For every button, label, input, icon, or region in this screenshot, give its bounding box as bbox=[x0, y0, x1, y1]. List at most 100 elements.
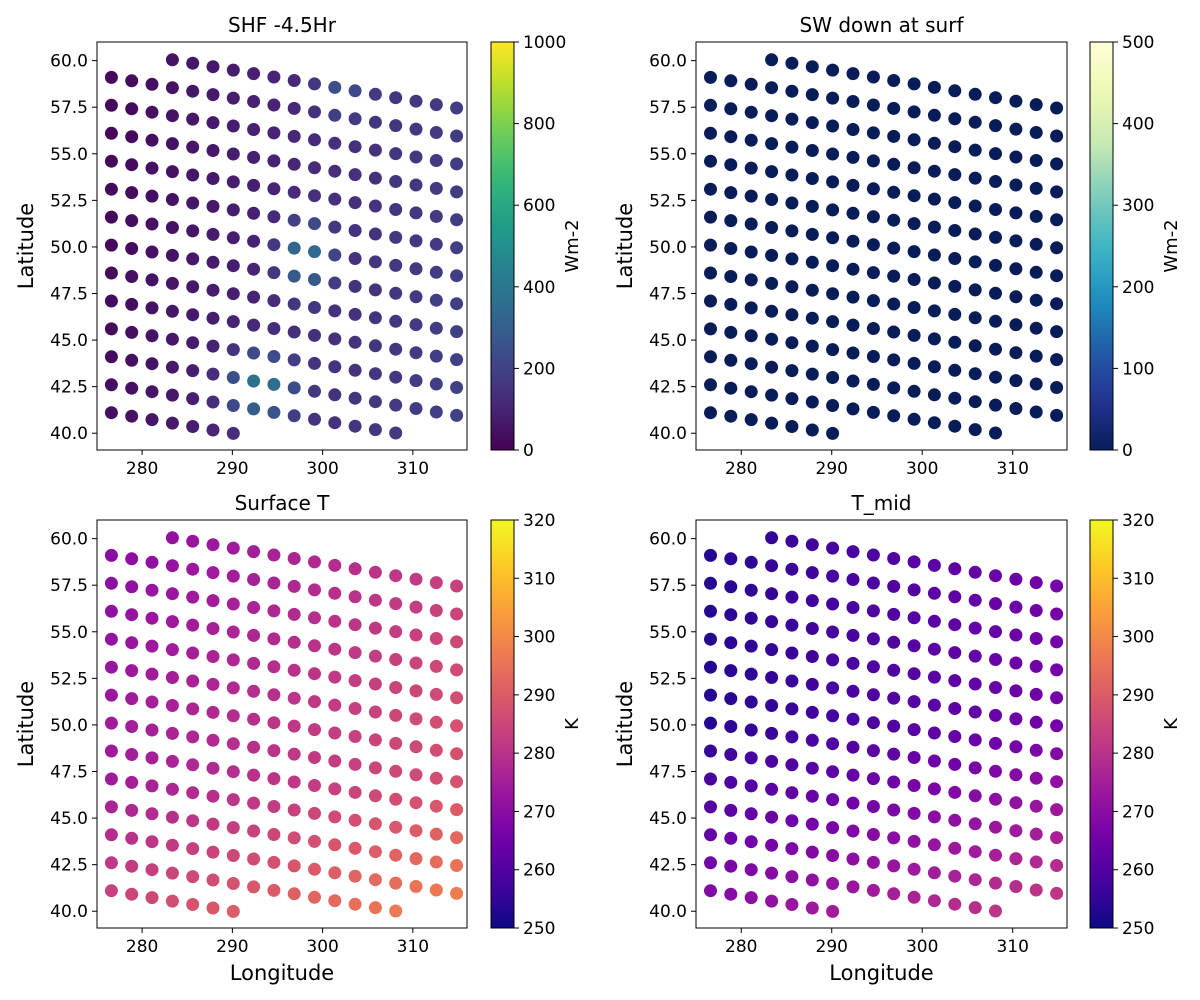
x-tick-label: 290 bbox=[816, 459, 848, 479]
scatter-point bbox=[125, 775, 139, 789]
scatter-point bbox=[348, 279, 362, 293]
scatter-point bbox=[226, 91, 240, 105]
scatter-point bbox=[348, 84, 362, 98]
scatter-point bbox=[226, 203, 240, 217]
scatter-point bbox=[785, 562, 799, 576]
scatter-point bbox=[368, 677, 382, 691]
scatter-point bbox=[805, 761, 819, 775]
scatter-point bbox=[744, 835, 758, 849]
scatter-point bbox=[907, 161, 921, 175]
scatter-point bbox=[1009, 234, 1023, 248]
scatter-point bbox=[805, 677, 819, 691]
scatter-point bbox=[287, 747, 301, 761]
scatter-point bbox=[104, 744, 118, 758]
scatter-point bbox=[186, 618, 200, 632]
scatter-point bbox=[104, 604, 118, 618]
scatter-point bbox=[744, 413, 758, 427]
scatter-point bbox=[267, 772, 281, 786]
scatter-point bbox=[785, 336, 799, 350]
scatter-point bbox=[125, 887, 139, 901]
scatter-point bbox=[704, 604, 717, 618]
scatter-point bbox=[1050, 241, 1064, 255]
scatter-point bbox=[1009, 402, 1023, 415]
scatter-point bbox=[846, 601, 860, 614]
scatter-point bbox=[724, 74, 738, 88]
scatter-point bbox=[186, 364, 200, 378]
scatter-point bbox=[805, 705, 819, 719]
scatter-point bbox=[866, 350, 880, 363]
scatter-point bbox=[165, 248, 179, 262]
scatter-point bbox=[846, 656, 860, 670]
scatter-point bbox=[1029, 659, 1043, 673]
scatter-point bbox=[206, 227, 220, 241]
scatter-point bbox=[368, 227, 382, 241]
scatter-point bbox=[450, 747, 464, 761]
x-tick-label: 300 bbox=[306, 459, 338, 479]
scatter-point bbox=[744, 583, 758, 597]
scatter-point bbox=[1029, 237, 1043, 251]
scatter-point bbox=[368, 423, 382, 437]
scatter-point bbox=[785, 280, 799, 294]
scatter-point bbox=[165, 531, 179, 545]
scatter-point bbox=[989, 203, 1002, 216]
scatter-point bbox=[389, 203, 403, 216]
y-tick-label: 60.0 bbox=[50, 52, 88, 72]
scatter-point bbox=[805, 650, 819, 663]
scatter-point bbox=[724, 552, 738, 566]
scatter-point bbox=[765, 360, 779, 374]
scatter-point bbox=[948, 757, 962, 771]
axes-frame bbox=[695, 519, 1068, 929]
scatter-point bbox=[409, 656, 423, 670]
scatter-point bbox=[267, 377, 281, 391]
scatter-point bbox=[368, 339, 382, 353]
scatter-point bbox=[846, 123, 860, 136]
scatter-point bbox=[267, 716, 281, 730]
scatter-point bbox=[1050, 101, 1064, 115]
scatter-point bbox=[1009, 122, 1023, 136]
scatter-point bbox=[765, 643, 779, 657]
scatter-point bbox=[968, 593, 982, 607]
scatter-point bbox=[125, 552, 139, 566]
scatter-point bbox=[287, 859, 301, 873]
x-tick-label: 300 bbox=[306, 937, 338, 957]
scatter-point bbox=[206, 367, 220, 381]
scatter-point bbox=[724, 102, 738, 116]
y-tick-label: 40.0 bbox=[50, 902, 88, 922]
scatter-point bbox=[165, 276, 179, 290]
scatter-point bbox=[308, 412, 321, 426]
scatter-point bbox=[186, 420, 200, 433]
scatter-point bbox=[826, 737, 840, 751]
scatter-point bbox=[247, 374, 261, 388]
scatter-point bbox=[287, 803, 301, 817]
scatter-point bbox=[765, 193, 779, 206]
scatter-point bbox=[368, 171, 382, 185]
scatter-point bbox=[186, 646, 200, 660]
scatter-point bbox=[165, 360, 179, 374]
scatter-point bbox=[887, 101, 901, 115]
scatter-point bbox=[785, 618, 799, 632]
scatter-point bbox=[409, 824, 423, 838]
scatter-point bbox=[226, 653, 240, 667]
scatter-point bbox=[785, 112, 799, 126]
scatter-point bbox=[206, 845, 220, 859]
scatter-point bbox=[968, 311, 982, 325]
scatter-point bbox=[1050, 691, 1064, 705]
scatter-point bbox=[226, 371, 240, 384]
scatter-point bbox=[765, 615, 779, 629]
scatter-point bbox=[186, 898, 200, 911]
scatter-point bbox=[226, 625, 240, 639]
scatter-point bbox=[765, 109, 779, 123]
scatter-point bbox=[1009, 346, 1023, 360]
scatter-point bbox=[805, 199, 819, 213]
scatter-point bbox=[704, 378, 717, 392]
scatter-point bbox=[450, 101, 464, 115]
scatter-point bbox=[1050, 579, 1064, 593]
scatter-point bbox=[989, 258, 1002, 272]
scatter-point bbox=[1009, 852, 1023, 866]
scatter-point bbox=[805, 789, 819, 803]
scatter-point bbox=[125, 720, 139, 733]
scatter-point bbox=[308, 862, 321, 876]
scatter-point bbox=[704, 688, 717, 702]
scatter-point bbox=[206, 538, 220, 552]
scatter-point bbox=[1029, 98, 1043, 112]
